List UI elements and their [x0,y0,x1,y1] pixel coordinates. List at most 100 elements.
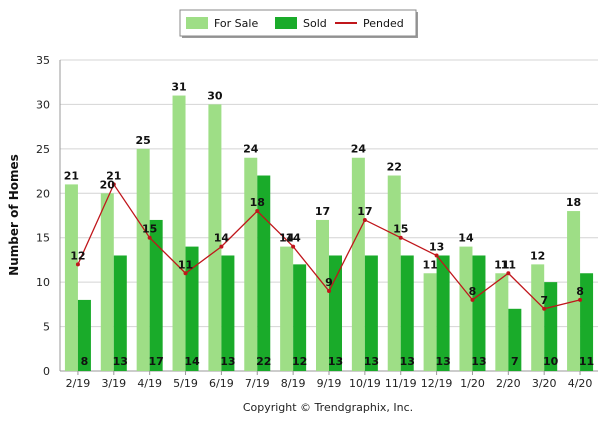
label-pended: 14 [214,232,230,245]
y-tick-label: 25 [36,143,50,156]
x-tick-label: 10/19 [349,377,381,390]
label-for-sale: 31 [171,81,186,94]
label-sold: 13 [400,355,415,368]
pended-point [219,244,224,249]
y-axis-title: Number of Homes [7,154,21,276]
legend-swatch [186,17,208,29]
label-pended: 13 [429,240,444,253]
label-pended: 11 [501,258,516,271]
label-for-sale: 11 [422,258,437,271]
bar-sold [221,255,235,371]
label-pended: 15 [142,223,157,236]
label-pended: 12 [70,249,85,262]
bar-sold [329,255,342,371]
bar-for-sale [459,246,473,371]
label-sold: 13 [471,355,486,368]
label-sold: 14 [184,355,200,368]
label-sold: 17 [149,355,164,368]
bar-for-sale [423,273,437,371]
pended-point [542,306,547,311]
y-tick-label: 0 [43,365,50,378]
bar-sold [257,175,271,371]
pended-point [111,182,116,187]
pended-point [147,235,152,240]
label-for-sale: 24 [351,143,367,156]
x-tick-label: 2/20 [496,377,521,390]
copyright-text: Copyright © Trendgraphix, Inc. [243,401,413,414]
bar-sold [77,299,91,371]
label-sold: 13 [220,355,235,368]
label-sold: 22 [256,355,271,368]
bar-for-sale [136,148,150,371]
label-sold: 8 [81,355,89,368]
legend-item-for-sale: For Sale [186,17,258,30]
legend-swatch [275,17,297,29]
bar-sold [149,219,163,371]
x-tick-label: 12/19 [421,377,453,390]
legend-label: For Sale [214,17,258,30]
pended-point [578,297,583,302]
legend: For Sale Sold Pended [179,9,418,38]
bar-for-sale [531,264,545,371]
x-tick-label: 9/19 [317,377,342,390]
label-for-sale: 11 [494,258,509,271]
bar-for-sale [351,157,365,371]
bar-for-sale [100,193,114,371]
label-for-sale: 20 [100,178,116,191]
x-tick-label: 7/19 [245,377,270,390]
pended-point [362,217,367,222]
pended-point [255,209,260,214]
label-for-sale: 18 [566,196,581,209]
bar-for-sale [495,273,509,371]
y-tick-label: 30 [36,98,50,111]
label-sold: 7 [511,355,519,368]
bar-sold [472,255,486,371]
bar-sold [364,255,378,371]
pended-point [434,253,439,258]
legend-item-pended: Pended [335,17,404,30]
x-tick-label: 2/19 [66,377,91,390]
bar-sold [436,255,450,371]
label-sold: 13 [435,355,450,368]
x-axis-ticks: 2/19 3/19 4/19 5/19 6/19 7/19 8/19 9/19 10/19 11/… [66,371,593,390]
label-pended: 8 [576,285,584,298]
y-tick-label: 10 [36,276,50,289]
bar-sold [185,246,199,371]
bar-for-sale [244,157,258,371]
bar-sold [293,264,307,371]
pended-point [183,271,188,276]
label-for-sale: 12 [530,249,545,262]
pended-point [470,297,475,302]
y-tick-label: 5 [43,321,50,334]
label-pended: 18 [250,196,265,209]
x-tick-label: 11/19 [385,377,417,390]
bars [64,95,594,372]
pended-point [75,262,80,267]
label-for-sale: 24 [243,143,259,156]
y-tick-label: 15 [36,232,50,245]
label-for-sale: 21 [64,169,79,182]
x-tick-label: 4/19 [137,377,162,390]
bar-for-sale [172,95,186,372]
x-tick-label: 4/20 [568,377,593,390]
y-tick-label: 35 [36,54,50,67]
pended-point [506,271,511,276]
bar-for-sale [208,104,222,371]
y-tick-label: 20 [36,187,50,200]
x-tick-label: 3/19 [101,377,126,390]
bar-for-sale [280,246,294,371]
label-for-sale: 30 [207,89,223,102]
legend-box [179,9,417,37]
bar-sold [580,273,594,371]
label-pended: 9 [325,276,333,289]
x-tick-label: 3/20 [532,377,557,390]
label-sold: 13 [364,355,379,368]
pended-point [327,289,331,294]
label-sold: 12 [292,355,307,368]
bar-sold [400,255,414,371]
label-for-sale: 14 [458,232,474,245]
pended-line [75,182,583,311]
y-axis-ticks: 0 5 10 15 20 25 30 35 [36,54,50,378]
